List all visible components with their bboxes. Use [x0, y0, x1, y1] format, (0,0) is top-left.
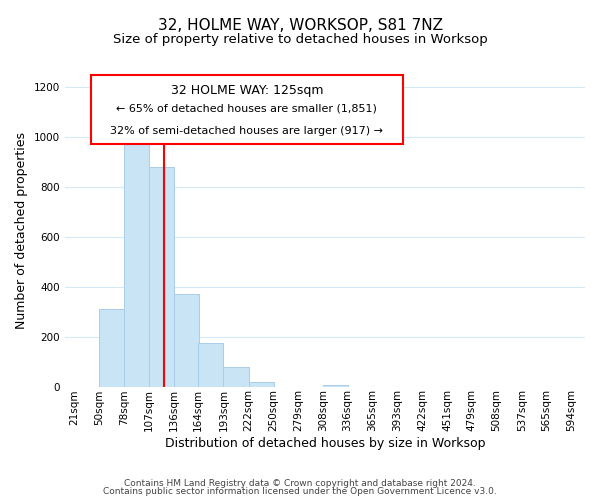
Bar [100, 310, 125, 386]
Bar [198, 343, 223, 386]
Y-axis label: Number of detached properties: Number of detached properties [15, 132, 28, 330]
Text: ← 65% of detached houses are smaller (1,851): ← 65% of detached houses are smaller (1,… [116, 104, 377, 114]
Text: Size of property relative to detached houses in Worksop: Size of property relative to detached ho… [113, 32, 487, 46]
Bar [248, 382, 274, 386]
X-axis label: Distribution of detached houses by size in Worksop: Distribution of detached houses by size … [164, 437, 485, 450]
Bar [174, 294, 199, 386]
Text: 32 HOLME WAY: 125sqm: 32 HOLME WAY: 125sqm [170, 84, 323, 98]
Text: Contains public sector information licensed under the Open Government Licence v3: Contains public sector information licen… [103, 487, 497, 496]
Text: 32, HOLME WAY, WORKSOP, S81 7NZ: 32, HOLME WAY, WORKSOP, S81 7NZ [157, 18, 443, 32]
FancyBboxPatch shape [91, 75, 403, 144]
Text: 32% of semi-detached houses are larger (917) →: 32% of semi-detached houses are larger (… [110, 126, 383, 136]
Text: Contains HM Land Registry data © Crown copyright and database right 2024.: Contains HM Land Registry data © Crown c… [124, 478, 476, 488]
Bar [124, 144, 149, 386]
Bar [149, 167, 174, 386]
Bar [223, 366, 248, 386]
